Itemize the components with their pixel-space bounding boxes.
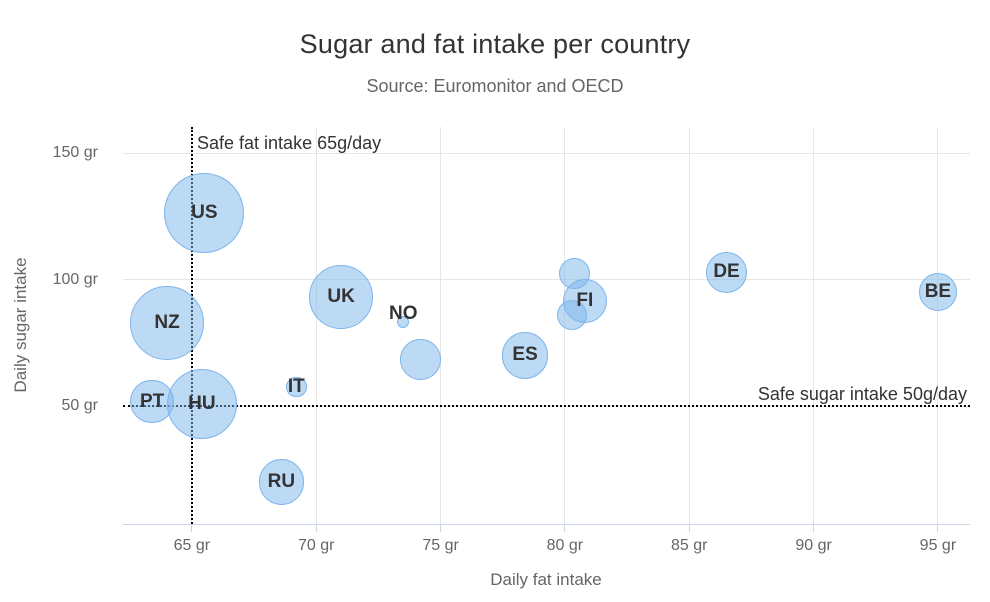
- bubble-label-fi: FI: [576, 290, 594, 312]
- x-axis-tick-label-95: 95 gr: [919, 537, 957, 554]
- bubble-fr[interactable]: [400, 338, 441, 380]
- x-axis-tick-95: [937, 524, 939, 532]
- x-axis-tick-label-85: 85 gr: [671, 537, 708, 554]
- gridline-x-90: [813, 127, 815, 524]
- bubble-pt[interactable]: [130, 379, 174, 424]
- bubble-de[interactable]: [705, 251, 748, 293]
- bubble-label-uk: UK: [327, 285, 355, 307]
- x-axis-line: [123, 524, 970, 525]
- x-axis-tick-85: [688, 524, 690, 532]
- bubble-label-hu: HU: [188, 393, 216, 415]
- bubble-label-it: IT: [287, 375, 305, 397]
- bubble-hu[interactable]: [166, 368, 237, 440]
- bubble-uk[interactable]: [309, 264, 373, 329]
- bubble-label-pt: PT: [139, 390, 165, 412]
- plotline-label-safe-sugar: Safe sugar intake 50g/day: [757, 384, 967, 404]
- gridline-y-100: [123, 279, 970, 281]
- y-axis-tick-label-100: 100 gr: [52, 270, 98, 288]
- bubble-label-be: BE: [924, 281, 952, 303]
- bubble-no[interactable]: [397, 316, 410, 329]
- bubble-label-us: US: [191, 201, 218, 223]
- y-axis-tick-label-150: 150 gr: [52, 144, 98, 162]
- x-axis-tick-70: [315, 524, 317, 532]
- bubble-it[interactable]: [286, 376, 307, 398]
- chart-subtitle: Source: Euromonitor and OECD: [366, 76, 624, 96]
- bubble-us[interactable]: [164, 172, 245, 253]
- x-axis-tick-label-65: 65 gr: [173, 537, 211, 554]
- x-axis-tick-label-70: 70 gr: [297, 537, 335, 554]
- plotline-label-safe-fat: Safe fat intake 65g/day: [197, 133, 382, 153]
- y-axis-tick-label-50: 50 gr: [61, 397, 98, 415]
- x-axis-tick-label-75: 75 gr: [422, 537, 459, 554]
- gridline-x-95: [937, 127, 939, 524]
- x-axis-tick-75: [440, 524, 442, 532]
- bubble-se[interactable]: [557, 299, 588, 330]
- gridline-x-70: [315, 127, 317, 524]
- gridline-x-75: [440, 127, 442, 524]
- x-axis-title: Daily fat intake: [490, 570, 602, 589]
- bubble-ru[interactable]: [258, 459, 304, 505]
- gridline-x-85: [688, 127, 690, 524]
- bubble-nz[interactable]: [129, 285, 205, 361]
- x-axis-tick-label-80: 80 gr: [546, 537, 584, 554]
- bubble-label-de: DE: [713, 261, 740, 283]
- x-axis-tick-90: [813, 524, 815, 532]
- x-axis-tick-80: [564, 524, 566, 532]
- y-axis-title: Daily sugar intake: [11, 257, 30, 393]
- plotline-safe-sugar: [123, 405, 970, 408]
- bubble-label-ru: RU: [267, 470, 296, 492]
- bubble-es[interactable]: [501, 331, 549, 379]
- chart-title: Sugar and fat intake per country: [299, 29, 691, 59]
- bubble-label-no: NO: [389, 303, 418, 325]
- bubble-label-nz: NZ: [154, 311, 180, 333]
- gridline-y-150: [123, 152, 970, 154]
- x-axis-tick-label-90: 90 gr: [795, 537, 832, 554]
- bubble-nl[interactable]: [559, 257, 591, 289]
- bubble-label-es: ES: [512, 344, 538, 366]
- bubble-be[interactable]: [918, 273, 958, 312]
- x-axis-tick-65: [191, 524, 193, 532]
